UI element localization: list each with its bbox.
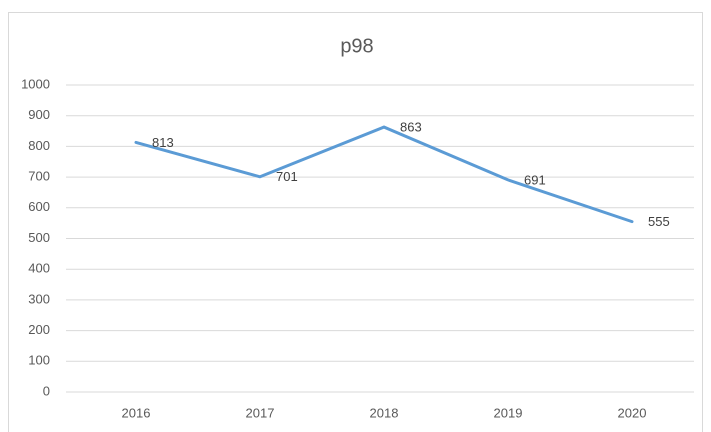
data-label: 813 (152, 135, 174, 150)
y-tick-label: 600 (28, 199, 50, 214)
y-tick-label: 100 (28, 353, 50, 368)
x-tick-label: 2019 (494, 405, 523, 420)
y-tick-label: 500 (28, 230, 50, 245)
chart-title: p98 (340, 35, 373, 57)
y-tick-label: 200 (28, 322, 50, 337)
data-label: 691 (524, 172, 546, 187)
y-tick-label: 700 (28, 169, 50, 184)
y-tick-label: 900 (28, 107, 50, 122)
x-tick-label: 2020 (618, 405, 647, 420)
x-tick-label: 2016 (122, 405, 151, 420)
y-tick-label: 800 (28, 138, 50, 153)
y-tick-label: 300 (28, 291, 50, 306)
y-tick-label: 400 (28, 261, 50, 276)
y-tick-label: 1000 (21, 76, 50, 91)
data-label: 555 (648, 214, 670, 229)
line (134, 125, 634, 224)
data-label: 863 (400, 119, 422, 134)
y-tick-label: 0 (43, 383, 50, 398)
x-tick-label: 2017 (246, 405, 275, 420)
chart-border (8, 12, 703, 432)
data-label: 701 (276, 169, 298, 184)
x-tick-label: 2018 (370, 405, 399, 420)
